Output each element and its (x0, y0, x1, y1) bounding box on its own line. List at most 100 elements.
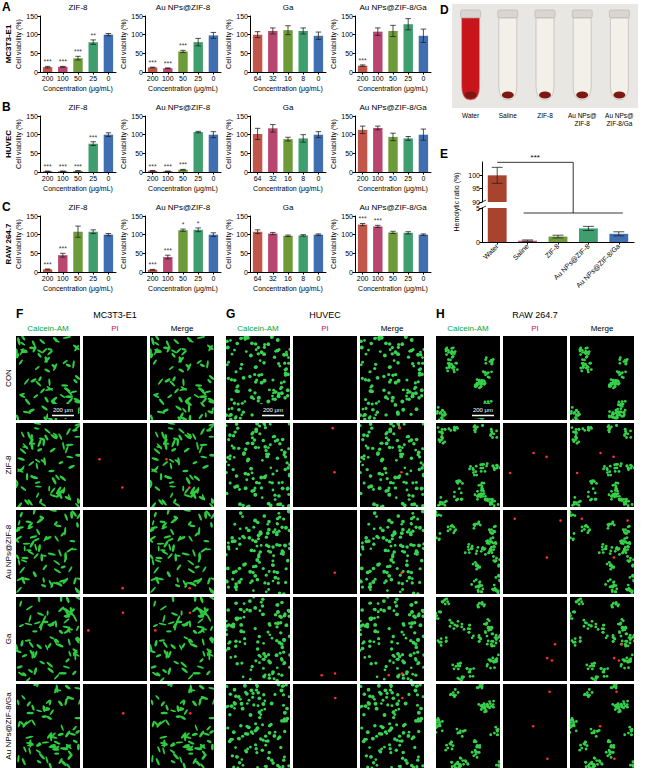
svg-text:RAW 264.7: RAW 264.7 (4, 223, 13, 264)
svg-text:50: 50 (30, 250, 38, 257)
svg-text:0: 0 (316, 75, 320, 82)
svg-text:Au NPs@ZIF-8: Au NPs@ZIF-8 (156, 103, 211, 112)
svg-text:50: 50 (74, 175, 82, 182)
svg-text:Cell viability (%): Cell viability (%) (330, 119, 338, 169)
svg-text:0: 0 (349, 269, 353, 276)
svg-text:200: 200 (357, 275, 369, 282)
svg-text:25: 25 (194, 275, 202, 282)
svg-text:F: F (16, 307, 23, 321)
svg-text:100: 100 (57, 275, 69, 282)
svg-text:***: *** (179, 161, 187, 168)
svg-text:50: 50 (389, 75, 397, 82)
svg-text:ZIF-8: ZIF-8 (68, 103, 88, 112)
svg-text:Ga: Ga (283, 203, 294, 212)
svg-text:25: 25 (89, 175, 97, 182)
svg-text:0: 0 (244, 69, 248, 76)
svg-text:100: 100 (131, 31, 143, 38)
svg-text:Au NPs@ZIF-8: Au NPs@ZIF-8 (4, 524, 13, 579)
svg-text:Au NPs@ZIF-8: Au NPs@ZIF-8 (156, 203, 211, 212)
svg-text:150: 150 (341, 213, 353, 220)
svg-text:64: 64 (254, 275, 262, 282)
svg-text:ZIF-8: ZIF-8 (537, 112, 553, 119)
svg-text:Au NPs@ZIF-8/Ga: Au NPs@ZIF-8/Ga (359, 103, 427, 112)
svg-text:***: *** (531, 153, 540, 162)
svg-text:0: 0 (106, 75, 110, 82)
svg-text:Cell viability (%): Cell viability (%) (15, 119, 23, 169)
svg-text:100: 100 (468, 172, 480, 179)
svg-text:100: 100 (26, 131, 38, 138)
svg-text:25: 25 (404, 275, 412, 282)
svg-text:200: 200 (42, 75, 54, 82)
svg-text:CON: CON (4, 369, 13, 387)
svg-text:50: 50 (345, 50, 353, 57)
svg-text:0: 0 (349, 169, 353, 176)
svg-text:0: 0 (421, 175, 425, 182)
svg-text:150: 150 (131, 113, 143, 120)
svg-text:MC3T3-E1: MC3T3-E1 (4, 24, 13, 63)
svg-text:25: 25 (404, 75, 412, 82)
svg-text:150: 150 (341, 13, 353, 20)
svg-text:100: 100 (162, 75, 174, 82)
svg-text:150: 150 (131, 213, 143, 220)
svg-text:Saline: Saline (511, 242, 530, 261)
svg-text:***: *** (59, 245, 67, 252)
svg-text:A: A (2, 0, 11, 14)
svg-text:150: 150 (26, 213, 38, 220)
svg-text:***: *** (149, 261, 157, 268)
svg-text:***: *** (74, 163, 82, 170)
svg-text:Calcein-AM: Calcein-AM (27, 324, 69, 333)
svg-text:Cell viability (%): Cell viability (%) (15, 219, 23, 269)
svg-text:50: 50 (240, 150, 248, 157)
svg-text:Au NPs@ZIF-8/Ga: Au NPs@ZIF-8/Ga (4, 692, 13, 760)
svg-text:Au NPs@ZIF-8/Ga: Au NPs@ZIF-8/Ga (575, 242, 622, 289)
svg-text:0: 0 (421, 275, 425, 282)
svg-text:200: 200 (42, 275, 54, 282)
svg-text:***: *** (89, 134, 97, 141)
svg-text:8: 8 (301, 75, 305, 82)
svg-text:Concentration (μg/mL): Concentration (μg/mL) (43, 185, 113, 193)
svg-text:0: 0 (349, 69, 353, 76)
svg-text:0: 0 (34, 269, 38, 276)
svg-text:16: 16 (284, 175, 292, 182)
svg-text:Concentration (μg/mL): Concentration (μg/mL) (43, 85, 113, 93)
svg-text:PI: PI (111, 324, 119, 333)
svg-text:Calcein-AM: Calcein-AM (237, 324, 279, 333)
svg-text:*: * (197, 220, 200, 227)
svg-text:100: 100 (131, 231, 143, 238)
svg-text:Au NPs@: Au NPs@ (568, 112, 597, 119)
svg-text:***: *** (164, 247, 172, 254)
svg-text:100: 100 (236, 231, 248, 238)
svg-text:95: 95 (472, 185, 480, 192)
svg-text:150: 150 (341, 113, 353, 120)
svg-text:0: 0 (316, 175, 320, 182)
svg-text:200: 200 (147, 75, 159, 82)
svg-text:***: *** (359, 57, 367, 64)
svg-text:Ga: Ga (283, 103, 294, 112)
svg-text:150: 150 (131, 13, 143, 20)
svg-text:100: 100 (372, 75, 384, 82)
svg-text:B: B (2, 100, 11, 114)
svg-text:Au NPs@ZIF-8/Ga: Au NPs@ZIF-8/Ga (359, 3, 427, 12)
svg-text:Hemolytic ratio (%): Hemolytic ratio (%) (453, 172, 461, 231)
svg-text:Water: Water (462, 112, 480, 119)
svg-text:8: 8 (301, 275, 305, 282)
svg-text:***: *** (179, 42, 187, 49)
svg-text:100: 100 (236, 31, 248, 38)
svg-text:0: 0 (139, 169, 143, 176)
svg-text:Ga: Ga (283, 3, 294, 12)
svg-text:ZIF-8: ZIF-8 (544, 242, 561, 259)
svg-text:100: 100 (162, 175, 174, 182)
svg-text:0: 0 (106, 275, 110, 282)
svg-text:100: 100 (341, 231, 353, 238)
svg-text:0: 0 (244, 169, 248, 176)
svg-text:200 μm: 200 μm (473, 407, 493, 413)
svg-text:RAW 264.7: RAW 264.7 (512, 310, 558, 320)
svg-text:Calcein-AM: Calcein-AM (447, 324, 489, 333)
svg-text:16: 16 (284, 75, 292, 82)
svg-text:C: C (2, 200, 11, 214)
svg-text:Concentration (μg/mL): Concentration (μg/mL) (148, 285, 218, 293)
svg-text:***: *** (44, 261, 52, 268)
svg-text:***: *** (164, 60, 172, 67)
svg-text:50: 50 (179, 275, 187, 282)
svg-text:Water: Water (482, 242, 500, 260)
